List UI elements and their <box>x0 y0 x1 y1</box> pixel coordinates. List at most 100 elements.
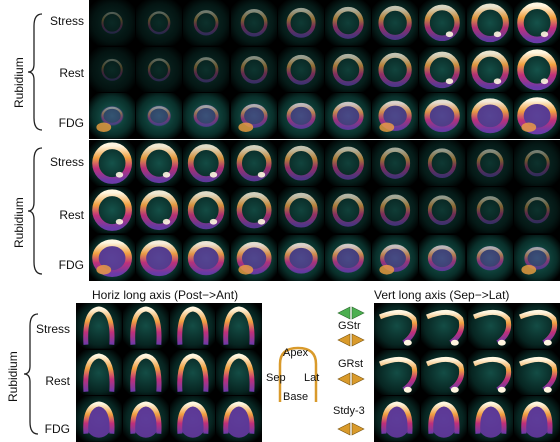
vla-stress-slice-3[interactable] <box>467 303 514 349</box>
mid-fdg-slice-10[interactable] <box>513 234 560 281</box>
mid-fdg-slice-6[interactable] <box>325 234 372 281</box>
top-fdg-slice-6[interactable] <box>325 93 372 139</box>
vla-fdg-slice-3[interactable] <box>467 396 514 442</box>
vla-stress-slice-1[interactable] <box>374 303 420 349</box>
top-fdg-slice-2[interactable] <box>136 93 183 139</box>
hla-stress-slice-2[interactable] <box>122 303 169 349</box>
hla-stress-slice-4[interactable] <box>216 303 262 349</box>
hla-fdg-slice-3[interactable] <box>169 396 216 442</box>
mid-stress-slice-4[interactable] <box>230 140 277 187</box>
hla-fdg-slice-2[interactable] <box>122 396 169 442</box>
top-rest-slice-10[interactable] <box>513 46 560 93</box>
mid-stress-slice-3[interactable] <box>183 140 230 187</box>
top-stress-slice-2[interactable] <box>136 0 183 46</box>
mid-rest-slice-1[interactable] <box>89 187 136 234</box>
mid-rest-slice-6[interactable] <box>325 187 372 234</box>
mid-rest-slice-5[interactable] <box>277 187 324 234</box>
top-stress-slice-4[interactable] <box>230 0 277 46</box>
mid-rest-slice-9[interactable] <box>466 187 513 234</box>
mid-stress-slice-6[interactable] <box>325 140 372 187</box>
top-rest-slice-7[interactable] <box>372 46 419 93</box>
top-stress-slice-3[interactable] <box>183 0 230 46</box>
left-arrow-icon[interactable] <box>337 333 351 347</box>
top-fdg-slice-10[interactable] <box>513 93 560 139</box>
vla-rest-slice-3[interactable] <box>467 349 514 396</box>
hla-fdg-slice-1[interactable] <box>76 396 122 442</box>
top-stress-slice-5[interactable] <box>277 0 324 46</box>
hla-rest-slice-3[interactable] <box>169 349 216 396</box>
top-stress-slice-9[interactable] <box>466 0 513 46</box>
top-rest-slice-6[interactable] <box>325 46 372 93</box>
hla-stress-slice-3[interactable] <box>169 303 216 349</box>
hla-rest-slice-4[interactable] <box>216 349 262 396</box>
top-stress-slice-6[interactable] <box>325 0 372 46</box>
mid-rest-slice-7[interactable] <box>372 187 419 234</box>
right-arrow-icon[interactable] <box>351 333 365 347</box>
top-rest-slice-9[interactable] <box>466 46 513 93</box>
vla-rest-slice-4[interactable] <box>514 349 560 396</box>
vla-rest-slice-2[interactable] <box>420 349 467 396</box>
mid-row-label-fdg: FDG <box>58 258 84 272</box>
mid-stress-slice-10[interactable] <box>513 140 560 187</box>
top-fdg-slice-4[interactable] <box>230 93 277 139</box>
right-arrow-icon[interactable] <box>351 422 365 436</box>
top-rest-slice-8[interactable] <box>419 46 466 93</box>
vla-fdg-slice-4[interactable] <box>514 396 560 442</box>
top-fdg-slice-5[interactable] <box>277 93 324 139</box>
vla-rest-slice-1[interactable] <box>374 349 420 396</box>
mid-fdg-slice-5[interactable] <box>277 234 324 281</box>
top-fdg-slice-7[interactable] <box>372 93 419 139</box>
mid-stress-slice-2[interactable] <box>136 140 183 187</box>
top-fdg-slice-3[interactable] <box>183 93 230 139</box>
vla-stress-slice-4[interactable] <box>514 303 560 349</box>
top-group-label: Rubidium <box>12 57 26 108</box>
grst-orange-arrows[interactable] <box>336 372 366 386</box>
mid-rest-slice-8[interactable] <box>419 187 466 234</box>
mid-stress-slice-1[interactable] <box>89 140 136 187</box>
hla-rest-slice-1[interactable] <box>76 349 122 396</box>
mid-stress-slice-8[interactable] <box>419 140 466 187</box>
top-rest-slice-1[interactable] <box>89 46 136 93</box>
right-arrow-icon[interactable] <box>351 306 365 320</box>
top-fdg-slice-1[interactable] <box>89 93 136 139</box>
hla-fdg-slice-4[interactable] <box>216 396 262 442</box>
vla-fdg-slice-1[interactable] <box>374 396 420 442</box>
top-stress-slice-7[interactable] <box>372 0 419 46</box>
mid-fdg-slice-8[interactable] <box>419 234 466 281</box>
top-stress-slice-10[interactable] <box>513 0 560 46</box>
left-arrow-icon[interactable] <box>337 372 351 386</box>
hla-rest-slice-2[interactable] <box>122 349 169 396</box>
vla-fdg-slice-2[interactable] <box>420 396 467 442</box>
top-rest-slice-3[interactable] <box>183 46 230 93</box>
mid-rest-slice-4[interactable] <box>230 187 277 234</box>
top-stress-slice-1[interactable] <box>89 0 136 46</box>
top-fdg-slice-8[interactable] <box>419 93 466 139</box>
top-stress-slice-8[interactable] <box>419 0 466 46</box>
vla-stress-slice-2[interactable] <box>420 303 467 349</box>
mid-stress-slice-7[interactable] <box>372 140 419 187</box>
right-arrow-icon[interactable] <box>351 372 365 386</box>
mid-rest-slice-10[interactable] <box>513 187 560 234</box>
left-arrow-icon[interactable] <box>337 422 351 436</box>
mid-fdg-slice-4[interactable] <box>230 234 277 281</box>
mid-rest-slice-3[interactable] <box>183 187 230 234</box>
mid-fdg-slice-3[interactable] <box>183 234 230 281</box>
gstr-orange-arrows[interactable] <box>336 333 366 347</box>
top-rest-slice-4[interactable] <box>230 46 277 93</box>
left-arrow-icon[interactable] <box>337 306 351 320</box>
top-rest-slice-2[interactable] <box>136 46 183 93</box>
mid-fdg-slice-1[interactable] <box>89 234 136 281</box>
mid-stress-slice-5[interactable] <box>277 140 324 187</box>
mid-stress-slice-9[interactable] <box>466 140 513 187</box>
apex-label: Apex <box>283 347 309 359</box>
hla-stress-slice-1[interactable] <box>76 303 122 349</box>
mid-fdg-slice-2[interactable] <box>136 234 183 281</box>
gstr-toggle-arrows[interactable] <box>336 306 366 320</box>
bottom-brace <box>23 313 39 435</box>
mid-fdg-slice-9[interactable] <box>466 234 513 281</box>
stdy-orange-arrows[interactable] <box>336 422 366 436</box>
top-rest-slice-5[interactable] <box>277 46 324 93</box>
mid-fdg-slice-7[interactable] <box>372 234 419 281</box>
top-fdg-slice-9[interactable] <box>466 93 513 139</box>
mid-rest-slice-2[interactable] <box>136 187 183 234</box>
